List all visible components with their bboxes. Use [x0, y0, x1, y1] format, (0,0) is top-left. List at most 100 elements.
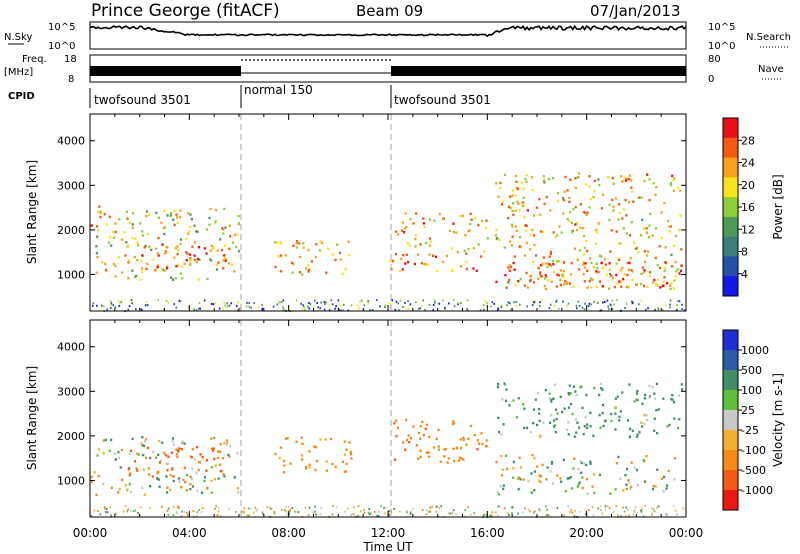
data-cell [217, 510, 220, 513]
data-cell [359, 300, 361, 303]
data-cell [144, 439, 147, 443]
data-cell [308, 450, 311, 453]
nsky-label: N.Sky [4, 32, 32, 43]
data-cell [141, 443, 144, 447]
data-cell [549, 470, 552, 473]
data-cell [203, 476, 206, 479]
data-cell [214, 301, 216, 304]
power-data-cells [90, 172, 686, 313]
data-cell [419, 307, 422, 310]
data-cell [185, 250, 188, 254]
data-cell [504, 507, 506, 510]
data-cell [576, 307, 578, 310]
data-cell [635, 468, 639, 472]
data-cell [276, 303, 279, 306]
data-cell [655, 409, 658, 412]
colorbar-swatch [723, 370, 738, 391]
data-cell [289, 462, 292, 465]
colorbar-swatch [723, 390, 738, 411]
data-cell [171, 278, 175, 281]
data-cell [282, 299, 285, 302]
data-cell [189, 483, 192, 486]
data-cell [543, 181, 546, 184]
data-cell [193, 308, 195, 311]
data-cell [152, 258, 155, 261]
data-cell [559, 477, 562, 480]
data-cell [642, 271, 645, 274]
colorbar-tick-label: 16 [741, 201, 755, 214]
data-cell [140, 267, 144, 270]
data-cell [213, 477, 216, 481]
data-cell [610, 229, 613, 232]
data-cell [595, 262, 598, 266]
data-cell [561, 410, 564, 414]
data-cell [548, 392, 551, 395]
data-cell [169, 488, 172, 491]
data-cell [203, 247, 206, 250]
data-cell [295, 239, 299, 243]
data-cell [93, 509, 96, 512]
data-cell [190, 259, 193, 262]
power-ylabel: Slant Range [km] [25, 160, 39, 264]
data-cell [581, 406, 584, 410]
data-cell [666, 425, 669, 428]
data-cell [582, 263, 585, 266]
data-cell [332, 505, 334, 508]
time-tick-label: 00:00 [669, 526, 704, 540]
data-cell [226, 305, 228, 308]
data-cell [665, 487, 668, 490]
data-cell [554, 235, 557, 239]
data-cell [316, 459, 319, 463]
data-cell [155, 211, 158, 214]
data-cell [177, 477, 181, 480]
data-cell [384, 512, 386, 515]
data-cell [161, 268, 164, 271]
data-cell [221, 226, 224, 230]
data-cell [588, 175, 591, 178]
data-cell [489, 514, 491, 517]
data-cell [459, 438, 462, 441]
data-cell [581, 306, 584, 309]
data-cell [579, 249, 582, 252]
data-cell [562, 198, 565, 202]
data-cell [593, 491, 596, 495]
data-cell [554, 431, 557, 434]
data-cell [531, 188, 534, 192]
data-cell [613, 285, 616, 289]
data-cell [538, 419, 541, 423]
data-cell [468, 229, 471, 232]
data-cell [529, 279, 532, 282]
data-cell [582, 253, 585, 256]
data-cell [224, 259, 227, 262]
data-cell [282, 308, 285, 311]
data-cell [500, 433, 503, 436]
data-cell [618, 419, 621, 422]
data-cell [680, 264, 683, 267]
y-tick-label: 4000 [57, 135, 85, 148]
data-cell [367, 302, 370, 305]
data-cell [670, 397, 673, 401]
data-cell [541, 262, 544, 265]
data-cell [632, 513, 634, 516]
data-cell [662, 280, 665, 283]
data-cell [640, 509, 642, 512]
data-cell [646, 250, 650, 253]
data-cell [606, 505, 609, 508]
data-cell [625, 302, 628, 305]
data-cell [620, 279, 623, 283]
data-cell [523, 284, 527, 287]
data-cell [556, 412, 559, 415]
data-cell [187, 514, 189, 517]
data-cell [222, 259, 225, 262]
data-cell [631, 300, 633, 303]
data-cell [337, 299, 340, 302]
data-cell [129, 472, 132, 475]
data-cell [532, 260, 535, 263]
data-cell [236, 233, 239, 236]
data-cell [425, 451, 428, 454]
data-cell [103, 305, 105, 308]
data-cell [319, 438, 322, 441]
data-cell [128, 474, 131, 477]
data-cell [107, 241, 110, 244]
data-cell [123, 231, 126, 234]
